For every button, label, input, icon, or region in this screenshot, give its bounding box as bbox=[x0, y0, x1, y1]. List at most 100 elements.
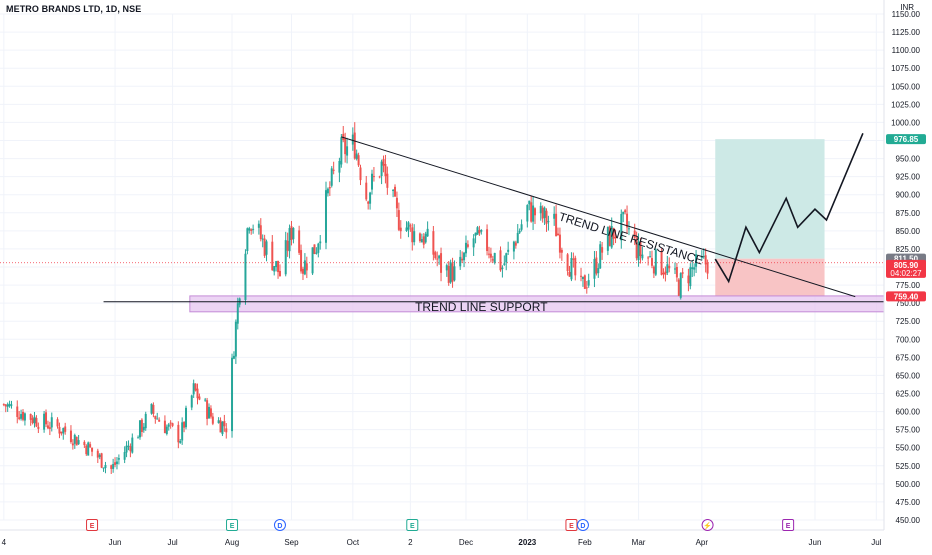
candle-body bbox=[77, 440, 80, 445]
candle-body bbox=[158, 419, 161, 422]
candle-body bbox=[64, 426, 67, 432]
target-price-tag-bg bbox=[886, 134, 926, 145]
price-tick: 900.00 bbox=[896, 191, 921, 200]
time-tick: Jul bbox=[871, 538, 881, 547]
candle-body bbox=[351, 134, 354, 145]
candle-body bbox=[353, 132, 356, 159]
event-marker: E bbox=[565, 519, 578, 531]
candle-body bbox=[545, 210, 548, 224]
candle-body bbox=[179, 440, 182, 443]
candle-body bbox=[585, 287, 588, 289]
price-tick: 950.00 bbox=[896, 155, 921, 164]
candle-body bbox=[486, 229, 489, 251]
candle-body bbox=[664, 271, 667, 275]
price-tick: 675.00 bbox=[896, 353, 921, 362]
candle-body bbox=[662, 272, 665, 275]
candle-body bbox=[704, 255, 707, 265]
candle-body bbox=[208, 406, 211, 419]
candle-body bbox=[115, 461, 118, 465]
candle-body bbox=[499, 250, 502, 271]
candle-body bbox=[530, 202, 533, 222]
candle-body bbox=[156, 418, 159, 420]
event-letter: E bbox=[90, 523, 95, 530]
candle-body bbox=[85, 445, 88, 455]
candle-body bbox=[91, 447, 94, 452]
candle-body bbox=[305, 263, 308, 271]
candle-body bbox=[520, 224, 523, 230]
time-tick: 2023 bbox=[518, 538, 536, 547]
time-tick: Apr bbox=[696, 538, 709, 547]
candle-body bbox=[440, 253, 443, 273]
event-box bbox=[406, 519, 419, 531]
candle-body bbox=[365, 182, 368, 200]
chart-title: METRO BRANDS LTD, 1D, NSE bbox=[6, 4, 142, 14]
candle-body bbox=[451, 263, 454, 282]
event-marker: ⚡ bbox=[701, 519, 714, 531]
candle-body bbox=[275, 261, 278, 268]
price-tick: 825.00 bbox=[896, 245, 921, 254]
candle-body bbox=[526, 205, 529, 222]
candle-body bbox=[587, 280, 590, 286]
candle-body bbox=[627, 228, 630, 230]
time-tick: 2 bbox=[408, 538, 413, 547]
candle-body bbox=[292, 227, 295, 240]
candle-body bbox=[117, 458, 120, 460]
candle-body bbox=[689, 267, 692, 287]
candle-body bbox=[673, 268, 676, 270]
candle-body bbox=[691, 267, 694, 270]
candle-body bbox=[18, 417, 21, 419]
event-marker: E bbox=[86, 519, 99, 531]
resistance-trend-line bbox=[341, 136, 856, 298]
candle-body bbox=[31, 418, 34, 423]
candle-body bbox=[641, 254, 644, 259]
price-tick: 550.00 bbox=[896, 444, 921, 453]
target-price-tag: 976.85 bbox=[894, 135, 919, 144]
candle-body bbox=[369, 192, 372, 204]
candle-body bbox=[399, 227, 402, 232]
candle-body bbox=[142, 426, 145, 431]
candle-body bbox=[62, 428, 65, 434]
candle-body bbox=[29, 414, 32, 420]
resistance-label: TREND LINE RESISTANCE bbox=[557, 210, 705, 268]
candle-body bbox=[478, 230, 481, 234]
event-letter: E bbox=[786, 523, 791, 530]
candle-body bbox=[614, 237, 617, 239]
candle-body bbox=[301, 268, 304, 274]
candle-body bbox=[209, 408, 212, 417]
candle-body bbox=[257, 223, 260, 228]
event-letter: E bbox=[569, 523, 574, 530]
candle-body bbox=[317, 243, 320, 253]
candle-body bbox=[112, 464, 115, 469]
candle-body bbox=[6, 404, 9, 407]
candle-body bbox=[20, 414, 23, 419]
price-tick: 1075.00 bbox=[891, 64, 920, 73]
candle-body bbox=[303, 260, 306, 275]
event-letter: D bbox=[277, 523, 282, 530]
candle-body bbox=[568, 271, 571, 277]
candle-body bbox=[198, 396, 201, 400]
candle-body bbox=[56, 419, 59, 427]
candle-body bbox=[190, 395, 193, 408]
candle-body bbox=[359, 167, 362, 181]
time-tick: Feb bbox=[578, 538, 592, 547]
candle-body bbox=[649, 256, 652, 258]
candle-body bbox=[622, 211, 625, 215]
candle-body bbox=[236, 303, 239, 324]
candle-body bbox=[668, 265, 671, 269]
candle-body bbox=[599, 244, 602, 269]
candle-body bbox=[620, 213, 623, 241]
price-tick: 775.00 bbox=[896, 281, 921, 290]
candle-body bbox=[163, 420, 166, 434]
candle-body bbox=[87, 442, 90, 456]
candle-body bbox=[131, 437, 134, 453]
time-tick: Jun bbox=[109, 538, 122, 547]
candle-body bbox=[695, 254, 698, 267]
candle-body bbox=[58, 426, 61, 434]
candle-body bbox=[8, 403, 11, 407]
candle-body bbox=[183, 421, 186, 428]
candles bbox=[2, 122, 709, 474]
candle-body bbox=[461, 258, 464, 261]
price-tick: 600.00 bbox=[896, 408, 921, 417]
candle-body bbox=[580, 275, 583, 277]
